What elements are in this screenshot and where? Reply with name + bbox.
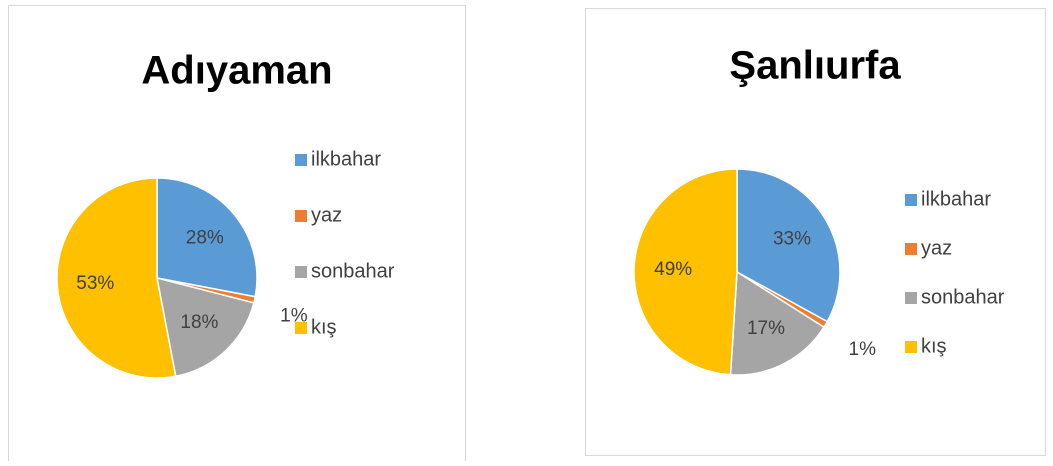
legend-label: sonbahar [921, 286, 1005, 308]
legend-swatch [905, 341, 917, 353]
data-label: 28% [186, 227, 224, 248]
legend-swatch [905, 194, 917, 206]
data-label: 49% [654, 259, 692, 280]
legend-swatch [295, 266, 307, 278]
legend-label: yaz [921, 237, 952, 259]
pie-slice [156, 177, 258, 298]
pie-slice [156, 276, 255, 378]
chart-title: Adıyaman [141, 49, 332, 93]
chart-title: Şanlıurfa [729, 44, 901, 88]
data-label: 53% [76, 273, 114, 294]
legend-swatch [905, 292, 917, 304]
data-label: 1% [849, 339, 877, 360]
legend-swatch [905, 243, 917, 255]
data-label: 17% [747, 318, 785, 339]
legend-label: kış [311, 316, 337, 338]
data-label: 1% [280, 305, 308, 326]
data-label: 33% [773, 229, 811, 250]
pie-slice [56, 177, 177, 379]
legend-swatch [295, 322, 307, 334]
legend-label: ilkbahar [311, 148, 381, 170]
pie-slice [736, 168, 841, 323]
legend-swatch [295, 210, 307, 222]
legend-label: sonbahar [311, 260, 395, 282]
pie-slice [633, 168, 738, 376]
legend-label: yaz [311, 204, 342, 226]
legend-label: kış [921, 335, 947, 357]
data-label: 18% [180, 312, 218, 333]
legend-label: ilkbahar [921, 188, 991, 210]
pie-slice [729, 270, 826, 376]
legend-swatch [295, 154, 307, 166]
